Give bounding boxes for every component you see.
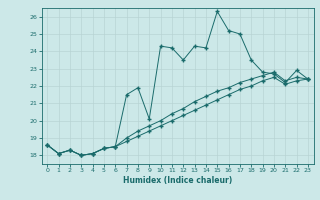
X-axis label: Humidex (Indice chaleur): Humidex (Indice chaleur) <box>123 176 232 185</box>
